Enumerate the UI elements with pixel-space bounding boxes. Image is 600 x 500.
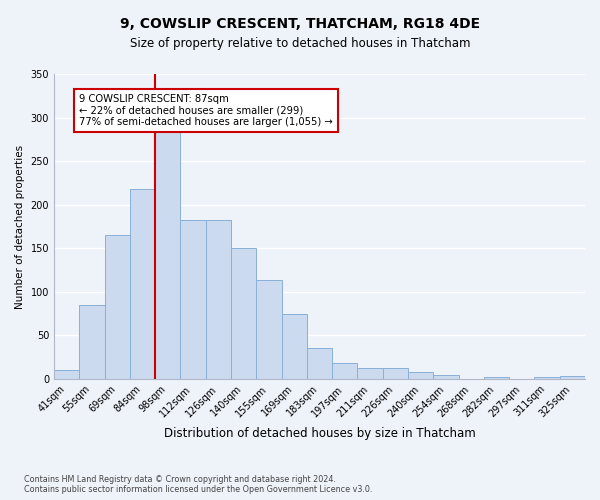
Text: Size of property relative to detached houses in Thatcham: Size of property relative to detached ho… <box>130 38 470 51</box>
Bar <box>155 129 181 379</box>
Bar <box>358 368 383 379</box>
Bar <box>104 235 130 379</box>
Bar <box>535 377 560 379</box>
Bar <box>206 220 231 379</box>
Bar <box>307 348 332 379</box>
Text: 9, COWSLIP CRESCENT, THATCHAM, RG18 4DE: 9, COWSLIP CRESCENT, THATCHAM, RG18 4DE <box>120 18 480 32</box>
Bar <box>181 220 206 379</box>
Text: Contains HM Land Registry data © Crown copyright and database right 2024.: Contains HM Land Registry data © Crown c… <box>24 475 336 484</box>
Bar <box>560 376 585 379</box>
Bar <box>484 377 509 379</box>
Bar <box>281 314 307 379</box>
Bar <box>433 374 458 379</box>
Bar <box>54 370 79 379</box>
Bar <box>79 305 104 379</box>
Bar <box>231 248 256 379</box>
Text: Contains public sector information licensed under the Open Government Licence v3: Contains public sector information licen… <box>24 485 373 494</box>
Bar <box>383 368 408 379</box>
Bar <box>332 363 358 379</box>
Bar <box>408 372 433 379</box>
Text: 9 COWSLIP CRESCENT: 87sqm
← 22% of detached houses are smaller (299)
77% of semi: 9 COWSLIP CRESCENT: 87sqm ← 22% of detac… <box>79 94 333 127</box>
Bar <box>256 280 281 379</box>
Bar <box>130 189 155 379</box>
X-axis label: Distribution of detached houses by size in Thatcham: Distribution of detached houses by size … <box>164 427 475 440</box>
Y-axis label: Number of detached properties: Number of detached properties <box>15 144 25 308</box>
